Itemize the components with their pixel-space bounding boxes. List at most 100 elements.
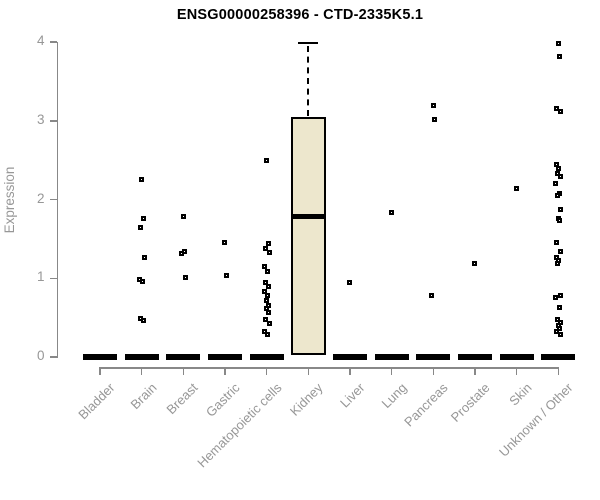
data-point [139,176,145,182]
y-tick-label: 1 [36,269,45,285]
data-point [265,241,271,247]
y-tick-label: 2 [36,190,45,206]
data-point [557,326,563,332]
data-point [262,245,268,251]
data-point [558,332,564,338]
data-point [472,260,478,266]
data-point [553,255,559,261]
y-axis-tick [49,120,57,122]
data-point [389,210,395,216]
data-point [223,272,229,278]
data-point [557,54,563,60]
data-point [514,185,520,191]
data-point [265,309,271,315]
x-axis-tick [349,367,351,375]
data-point [266,321,272,327]
x-axis-tick [182,367,185,375]
data-point [432,116,438,122]
data-point [264,268,270,274]
chart-title: ENSG00000258396 - CTD-2335K5.1 [176,7,424,23]
data-point [555,41,561,47]
data-point [264,306,270,312]
data-point [266,249,272,255]
data-point [262,263,268,269]
boxplot-zero-median-bar [541,353,576,361]
x-axis-tick [557,367,559,375]
data-point [558,248,564,254]
y-axis-line [56,42,58,358]
data-point [182,248,188,254]
y-tick-label: 3 [36,111,45,127]
x-axis-tick [307,367,310,375]
x-axis-tick [265,367,268,375]
boxplot-zero-median-bar [374,353,409,361]
x-axis-tick [474,367,476,375]
y-tick-label: 4 [36,33,45,48]
boxplot-zero-median-bar [457,353,492,361]
boxplot-zero-median-bar [249,353,284,361]
data-point [555,193,561,199]
boxplot-upper-whisker [307,45,310,116]
data-point [183,274,189,280]
x-axis-tick [224,367,226,375]
boxplot-zero-median-bar [332,353,367,361]
boxplot-zero-median-bar [416,353,451,361]
data-point [557,319,563,325]
data-point [261,289,267,295]
y-axis-tick [49,356,57,358]
data-point [429,293,435,299]
data-point [263,297,269,303]
data-point [347,279,353,285]
data-point [554,260,560,266]
data-point [262,328,268,334]
x-axis-line [100,367,560,369]
boxplot-zero-median-bar [166,353,201,361]
data-point [263,279,269,285]
boxplot-zero-median-bar [83,353,117,361]
data-point [179,251,185,257]
boxplot-median-line [290,214,326,220]
data-point [557,174,563,180]
data-point [139,278,145,284]
data-point [554,239,560,245]
x-axis-tick [390,367,393,375]
data-point [264,332,270,338]
data-point [222,239,228,245]
data-point [556,166,562,172]
data-point [138,315,144,321]
data-point [140,215,146,221]
y-tick-label: 0 [36,348,45,363]
data-point [264,157,270,163]
data-point [430,103,436,109]
data-point [557,218,563,224]
data-point [141,318,147,324]
x-axis-tick [99,367,101,375]
data-point [554,171,560,176]
data-point [137,225,143,231]
boxplot-whisker-cap [298,41,319,45]
data-point [555,316,561,322]
data-point [557,207,563,213]
x-axis-tick [515,367,518,375]
data-point [180,213,186,219]
y-axis-tick [49,41,57,43]
boxplot-zero-median-bar [499,353,534,361]
x-axis-tick [140,367,143,375]
boxplot-zero-median-bar [124,353,159,361]
data-point [554,105,560,111]
data-point [265,293,271,299]
data-point [557,293,563,299]
data-point [553,181,559,187]
data-point [556,304,562,310]
data-point [553,295,559,301]
boxplot-zero-median-bar [207,353,242,361]
boxplot-box [290,116,326,356]
data-point [265,302,271,308]
y-axis-label: Expression [2,166,17,234]
y-axis-tick [49,198,57,201]
data-point [558,108,564,114]
data-point [262,316,268,322]
y-axis-tick [49,277,57,279]
data-point [266,284,272,290]
